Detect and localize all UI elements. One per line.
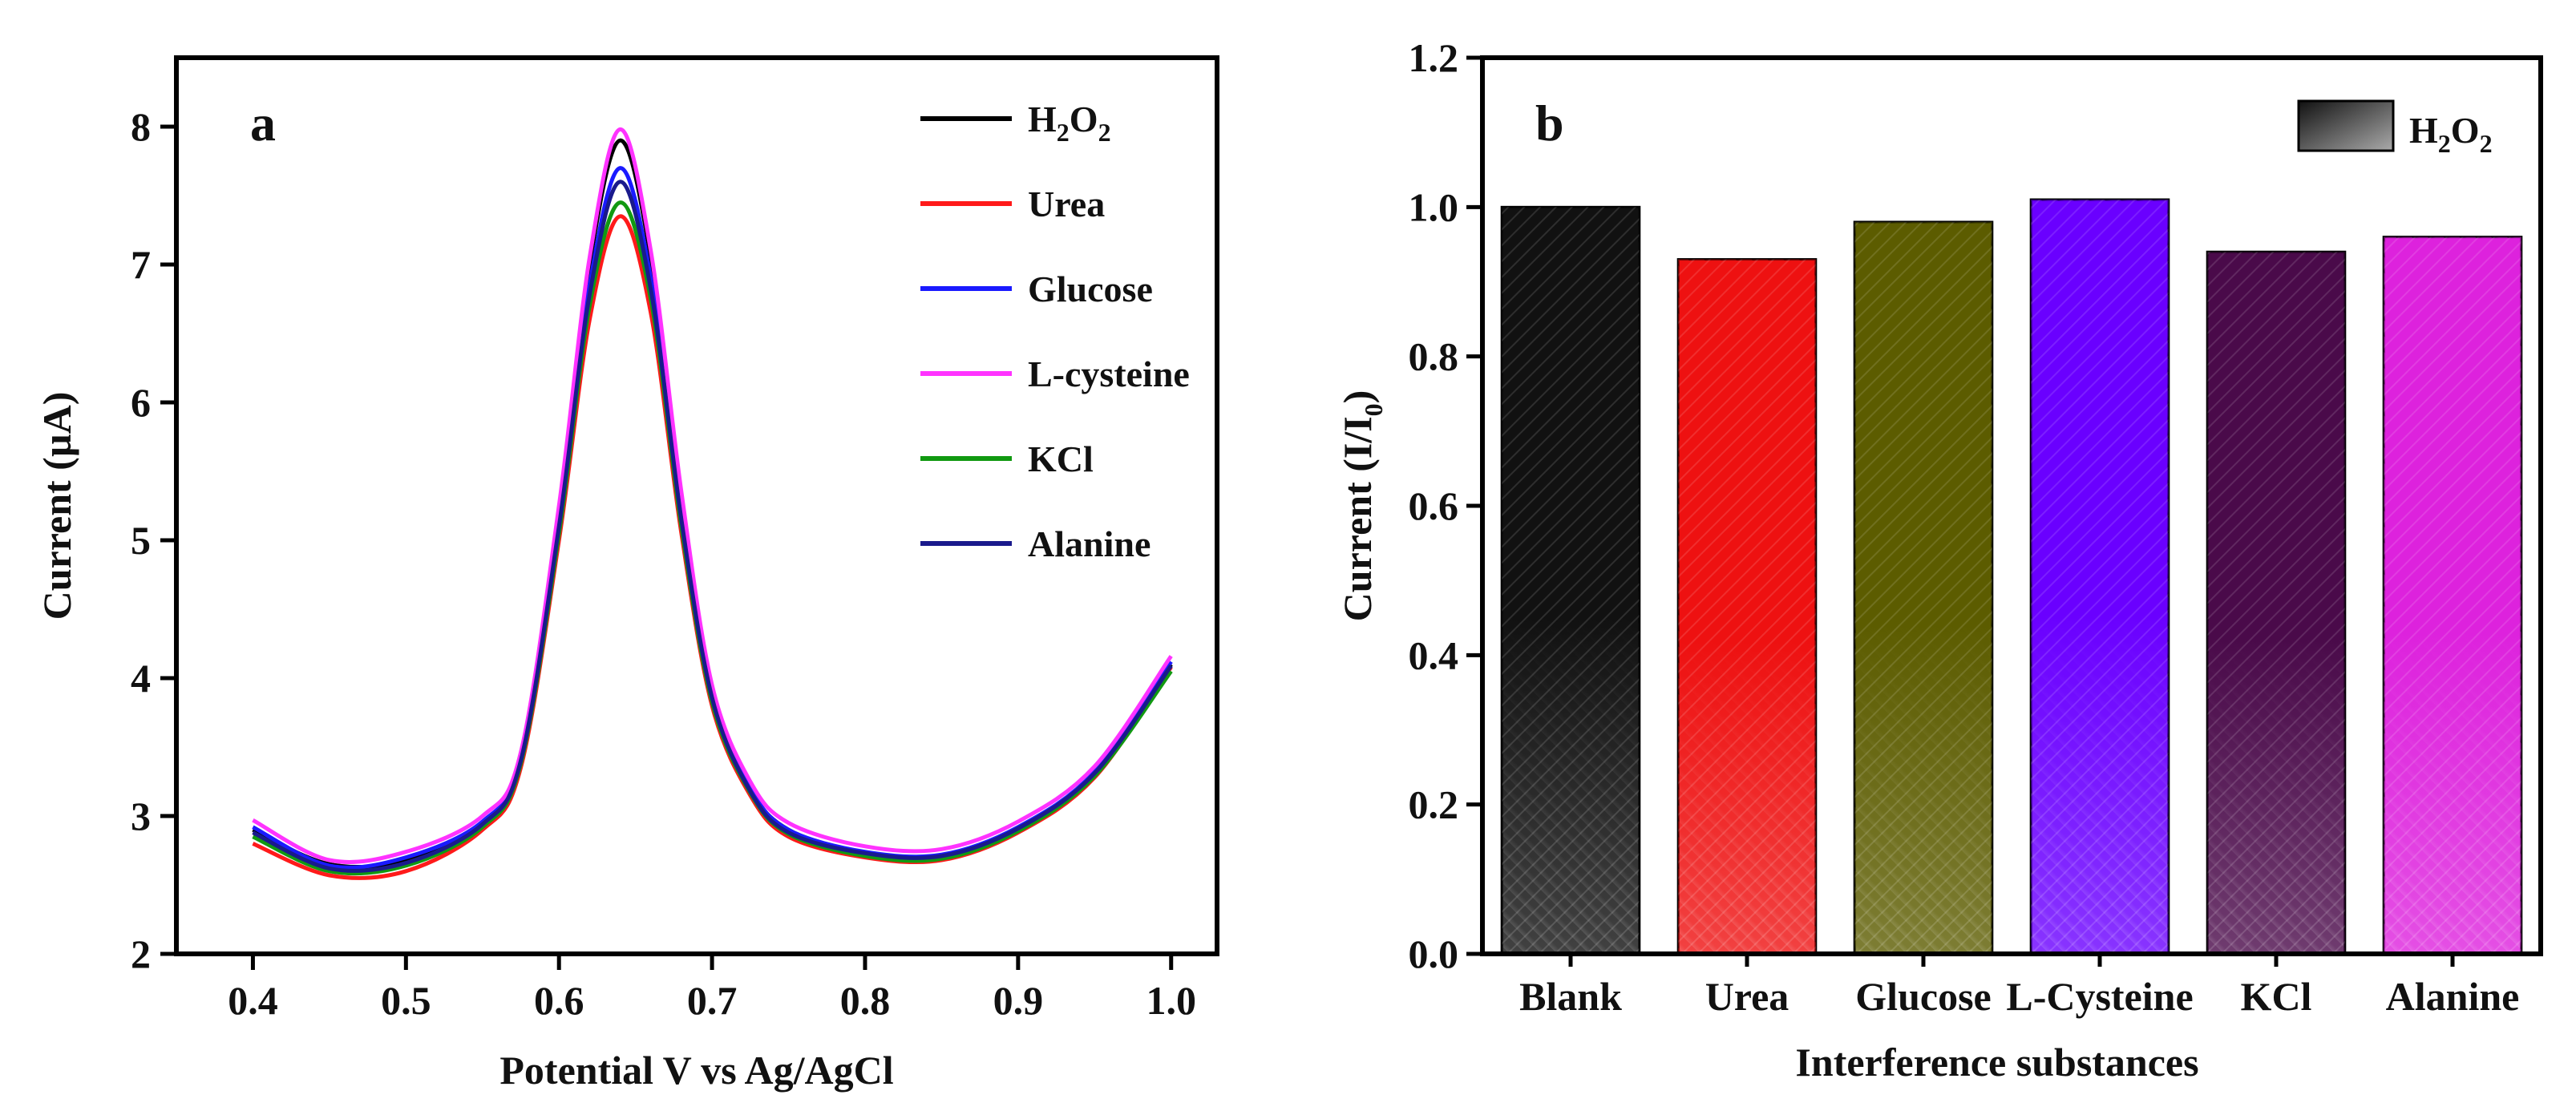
b-bar-hatch-3	[2031, 200, 2169, 954]
b-y-axis-title-sub: 0	[1359, 403, 1388, 416]
b-y-tick-label-6: 1.2	[1409, 35, 1459, 80]
a-series-line-0	[252, 138, 1173, 870]
a-y-tick-label-4: 6	[131, 380, 151, 425]
b-legend: H2O2	[2297, 99, 2493, 158]
a-legend-label-5: Alanine	[1028, 523, 1151, 564]
b-y-axis-title: Current (I/I0)	[1335, 390, 1388, 622]
b-x-tick-label-3: L-Cysteine	[2006, 974, 2193, 1019]
b-bar-hatch-4	[2207, 252, 2345, 954]
a-legend-label-0: H2O2	[1028, 99, 1111, 147]
a-y-tick-label-0: 2	[131, 931, 151, 976]
b-bars	[1500, 198, 2523, 955]
a-legend-label-3: L-cysteine	[1028, 353, 1190, 394]
a-x-tick-label-6: 1.0	[1146, 978, 1196, 1023]
b-x-tick-labels: Blank Urea Glucose L-Cysteine KCl Alanine	[1519, 954, 2519, 1019]
a-series-lines	[252, 127, 1173, 880]
b-bar-hatch-0	[1502, 207, 1640, 954]
b-bar-hatch-2	[1854, 221, 1992, 954]
b-y-ticks: 0.0 0.2 0.4 0.6 0.8 1.0 1.2	[1409, 35, 1482, 976]
panel-b-bar-chart: 0.0 0.2 0.4 0.6 0.8 1.0 1.2 Blank Urea Glucose L-…	[1335, 35, 2543, 1085]
b-y-tick-label-4: 0.8	[1409, 334, 1459, 379]
b-x-tick-label-1: Urea	[1705, 974, 1789, 1019]
b-plot-frame	[1480, 55, 2543, 956]
panel-a-line-chart: 0.4 0.5 0.6 0.7 0.8 0.9 1.0 2 3 4 5 6 7 8 a Potentia…	[34, 55, 1219, 1093]
a-y-ticks: 2 3 4 5 6 7 8	[131, 104, 176, 976]
b-legend-swatch	[2297, 99, 2395, 152]
a-y-axis-title: Current (µA)	[34, 392, 79, 620]
b-y-axis-title-main: Current (I/I	[1335, 416, 1380, 621]
b-x-tick-label-0: Blank	[1519, 974, 1622, 1019]
a-legend-label-2: Glucose	[1028, 269, 1153, 309]
b-y-axis-title-end: )	[1335, 390, 1380, 404]
b-x-tick-label-2: Glucose	[1855, 974, 1991, 1019]
a-x-ticks: 0.4 0.5 0.6 0.7 0.8 0.9 1.0	[228, 954, 1196, 1023]
b-y-tick-label-2: 0.4	[1409, 632, 1459, 677]
b-panel-label: b	[1535, 95, 1564, 151]
a-x-tick-label-0: 0.4	[228, 978, 278, 1023]
a-x-tick-label-4: 0.8	[840, 978, 891, 1023]
a-plot-frame	[174, 55, 1219, 956]
a-y-tick-label-6: 8	[131, 104, 151, 149]
a-x-tick-label-3: 0.7	[687, 978, 738, 1023]
a-x-axis-title: Potential V vs Ag/AgCl	[499, 1048, 893, 1093]
a-legend-label-1: Urea	[1028, 184, 1105, 224]
a-y-tick-label-1: 3	[131, 794, 151, 838]
a-y-tick-label-3: 5	[131, 518, 151, 563]
a-legend-label-4: KCl	[1028, 438, 1094, 479]
a-y-tick-label-5: 7	[131, 242, 151, 287]
a-x-tick-label-5: 0.9	[993, 978, 1044, 1023]
b-x-tick-label-4: KCl	[2241, 974, 2312, 1019]
a-series-line-3	[252, 127, 1173, 864]
b-bar-hatch-1	[1678, 259, 1816, 954]
b-y-tick-label-3: 0.6	[1409, 483, 1459, 528]
a-x-tick-label-1: 0.5	[381, 978, 431, 1023]
b-x-axis-title: Interference substances	[1795, 1040, 2198, 1085]
b-y-tick-label-1: 0.2	[1409, 782, 1459, 827]
a-panel-label: a	[250, 95, 276, 151]
a-series-line-5	[252, 180, 1173, 873]
b-y-tick-label-5: 1.0	[1409, 184, 1459, 229]
b-bar-hatch-5	[2384, 236, 2521, 955]
a-legend: H2O2 Urea Glucose L-cysteine KCl Alanine	[920, 99, 1190, 564]
b-legend-label: H2O2	[2409, 110, 2493, 158]
a-x-tick-label-2: 0.6	[534, 978, 584, 1023]
a-y-tick-label-2: 4	[131, 656, 151, 701]
b-x-tick-label-5: Alanine	[2386, 974, 2520, 1019]
b-y-tick-label-0: 0.0	[1409, 931, 1459, 976]
